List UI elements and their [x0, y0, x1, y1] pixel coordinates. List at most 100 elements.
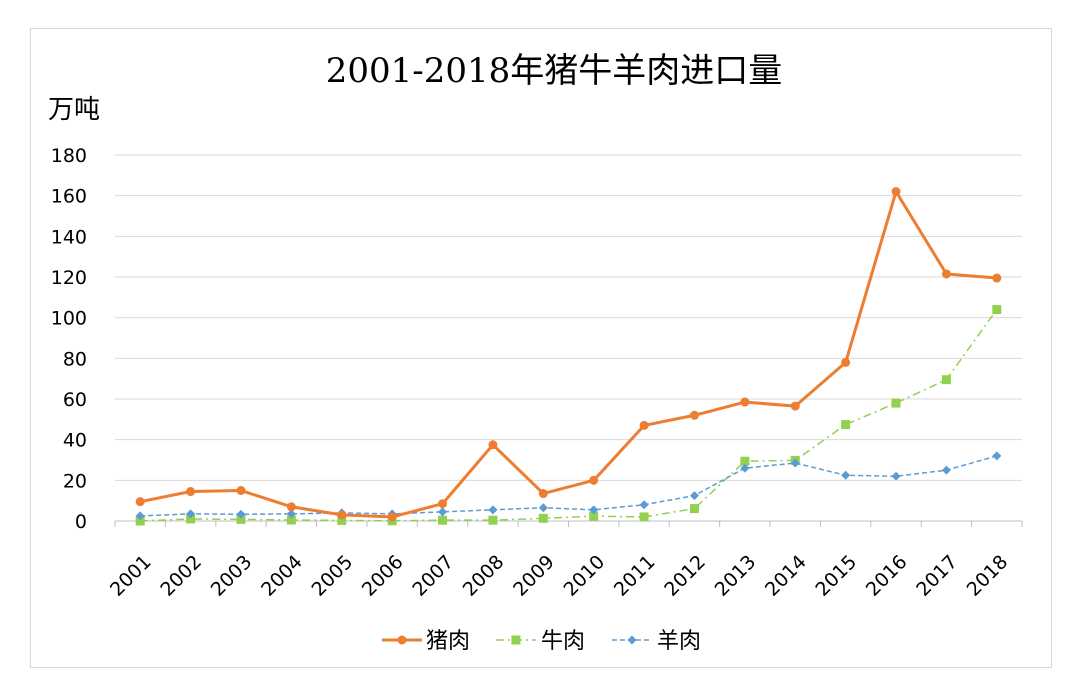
y-tick-label: 140: [51, 226, 87, 248]
data-point: [337, 510, 347, 520]
x-tick-label: 2014: [761, 551, 811, 601]
data-point: [841, 357, 851, 367]
x-tick-label: 2005: [308, 551, 358, 601]
legend-item: 猪肉: [382, 629, 470, 654]
data-point: [941, 269, 951, 279]
series-line: [139, 190, 997, 519]
data-point: [337, 515, 347, 525]
legend: 猪肉 牛肉 羊肉: [382, 629, 701, 654]
data-point: [790, 401, 800, 411]
legend-marker: [397, 635, 407, 645]
chart-frame: [30, 28, 1052, 668]
data-point: [186, 487, 196, 497]
data-point: [488, 505, 498, 515]
y-tick-label: 100: [51, 308, 87, 330]
legend-label: 羊肉: [657, 629, 701, 654]
data-point: [992, 451, 1002, 461]
x-tick-label: 2017: [912, 551, 962, 601]
x-axis: 2001 2002 2003 2004 2005 2006 2007 2008 2009 2010…: [106, 520, 1023, 601]
data-point: [589, 511, 599, 521]
data-point: [236, 486, 246, 495]
y-tick-label: 160: [51, 186, 87, 208]
x-tick-label: 2003: [207, 551, 257, 601]
x-tick-label: 2001: [106, 551, 156, 601]
data-point: [992, 305, 1002, 315]
data-point: [538, 489, 548, 499]
y-tick-label: 120: [51, 267, 87, 289]
series-line: [140, 309, 998, 522]
data-point: [589, 475, 599, 485]
data-point: [135, 497, 145, 507]
legend-label: 牛肉: [541, 629, 585, 654]
data-point: [891, 187, 901, 197]
data-point: [639, 500, 649, 510]
data-point: [538, 513, 548, 523]
y-tick-label: 40: [63, 430, 87, 452]
data-point: [891, 471, 901, 481]
data-point: [639, 420, 649, 430]
legend-item: 羊肉: [612, 629, 701, 654]
x-tick-label: 2004: [257, 551, 307, 601]
data-point: [438, 507, 448, 517]
data-point: [941, 465, 951, 475]
legend-marker: [627, 635, 637, 645]
y-tick-label: 0: [75, 511, 87, 533]
unit-label: 万吨: [48, 95, 100, 125]
x-tick-label: 2006: [358, 551, 408, 601]
data-point: [589, 505, 599, 515]
data-point: [488, 515, 498, 525]
data-point: [286, 515, 296, 525]
data-point: [740, 463, 750, 473]
series-猪肉: [135, 187, 1002, 522]
legend-marker: [511, 635, 521, 645]
data-point: [236, 509, 246, 519]
y-tick-label: 180: [51, 145, 87, 167]
x-tick-label: 2013: [711, 551, 761, 601]
series-羊肉: [135, 451, 1002, 521]
data-point: [841, 470, 851, 480]
x-tick-label: 2018: [963, 551, 1013, 601]
data-point: [891, 398, 901, 408]
data-point: [740, 397, 750, 407]
data-point: [438, 515, 448, 525]
data-point: [186, 514, 196, 524]
data-point: [438, 499, 448, 509]
data-point: [740, 456, 750, 466]
data-point: [689, 410, 699, 420]
data-point: [135, 511, 145, 521]
legend-item: 牛肉: [496, 629, 585, 654]
x-tick-label: 2007: [408, 551, 458, 601]
data-point: [639, 512, 649, 522]
data-point: [790, 458, 800, 468]
data-point: [236, 514, 246, 524]
x-tick-label: 2009: [509, 551, 559, 601]
legend-label: 猪肉: [426, 629, 470, 654]
data-point: [186, 509, 196, 519]
x-tick-label: 2002: [156, 551, 206, 601]
data-point: [488, 440, 498, 450]
y-axis-ticks: 0 20 40 60 80 100 120 140 160 180: [51, 145, 87, 533]
x-tick-label: 2010: [559, 551, 609, 601]
data-point: [135, 516, 145, 526]
x-tick-label: 2015: [811, 551, 861, 601]
data-point: [941, 375, 951, 385]
y-tick-label: 80: [63, 348, 87, 370]
data-point: [689, 491, 699, 501]
y-tick-label: 20: [63, 470, 87, 492]
series-line: [140, 455, 998, 517]
x-tick-label: 2016: [862, 551, 912, 601]
series-group: [135, 187, 1002, 526]
y-tick-label: 60: [63, 389, 87, 411]
data-point: [286, 509, 296, 519]
x-tick-label: 2012: [660, 551, 710, 601]
chart-title: 2001-2018年猪牛羊肉进口量: [326, 51, 783, 91]
data-point: [992, 273, 1002, 283]
series-牛肉: [135, 305, 1002, 526]
data-point: [387, 512, 397, 522]
x-tick-label: 2008: [459, 551, 509, 601]
x-tick-label: 2011: [610, 551, 660, 601]
gridlines: [115, 154, 1022, 481]
data-point: [538, 503, 548, 513]
data-point: [689, 504, 699, 514]
